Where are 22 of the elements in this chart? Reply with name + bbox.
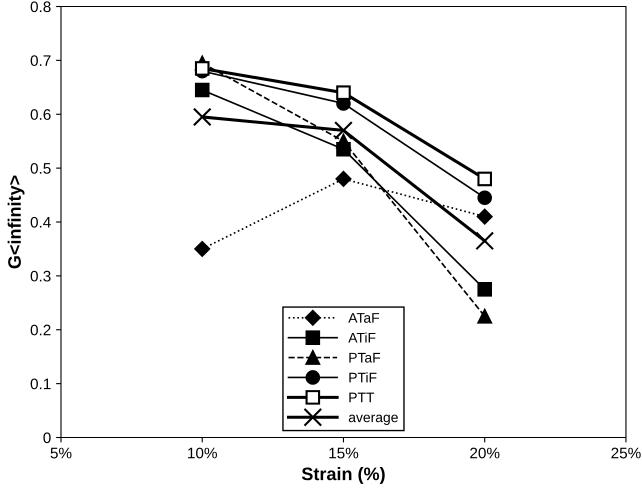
- y-tick-label: 0.8: [30, 1, 51, 12]
- x-tick-label: 25%: [611, 448, 641, 458]
- y-tick-label: 0.6: [30, 109, 51, 120]
- y-tick-label: 0.7: [30, 55, 51, 66]
- y-tick-label: 0.2: [30, 324, 51, 336]
- legend-label: ATaF: [348, 313, 380, 323]
- y-tick-label: 0.4: [30, 216, 51, 228]
- legend-label: average: [348, 414, 398, 425]
- y-tick-label: 0.3: [30, 270, 51, 282]
- y-tick-label: 0.5: [30, 162, 51, 174]
- x-tick-label: 15%: [329, 448, 358, 458]
- legend-label: PTaF: [349, 352, 380, 363]
- legend-label: ATiF: [348, 332, 376, 343]
- y-tick-label: 0.1: [30, 378, 51, 390]
- x-tick-label: 5%: [50, 448, 72, 458]
- x-tick-label: 20%: [470, 448, 500, 458]
- legend-label: PTT: [349, 392, 374, 402]
- y-tick-label: 0: [43, 432, 51, 444]
- y-axis-title: G<infinity>: [8, 176, 24, 268]
- x-axis-title: Strain (%): [302, 467, 385, 484]
- x-tick-label: 10%: [188, 448, 217, 458]
- legend-label: PTiF: [349, 372, 376, 382]
